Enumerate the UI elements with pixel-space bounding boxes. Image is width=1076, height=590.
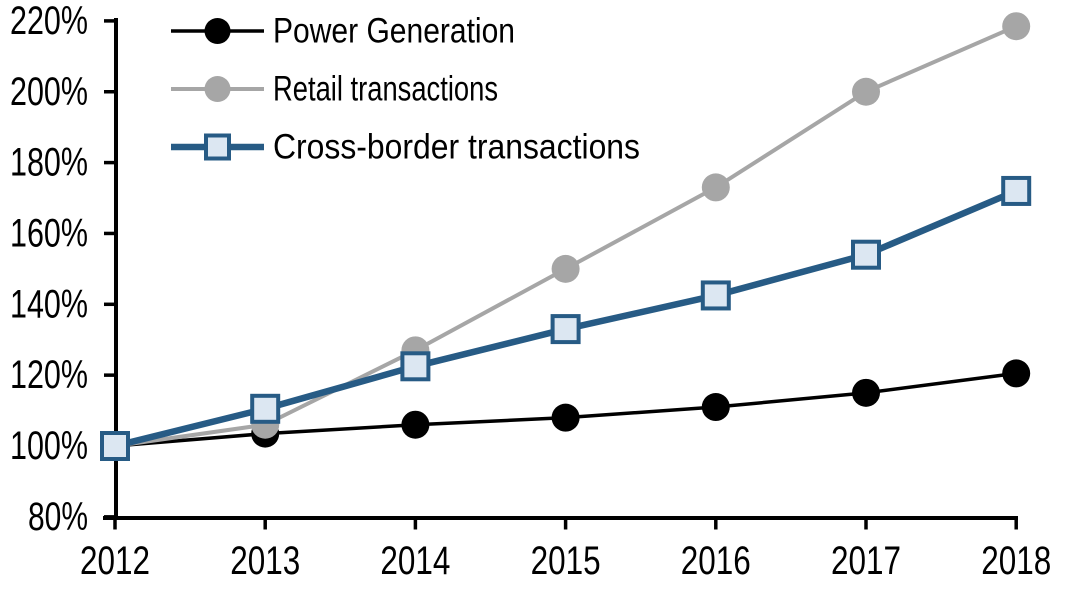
marker-square xyxy=(100,431,130,461)
series xyxy=(100,12,1032,461)
marker-square xyxy=(204,133,231,161)
legend-label-cross-border-transactions: Cross-border transactions xyxy=(273,128,640,167)
x-axis-tick-label: 2016 xyxy=(681,539,751,583)
x-axis-tick-label: 2017 xyxy=(831,539,901,583)
y-axis-tick-label: 180% xyxy=(10,141,88,185)
marker-circle xyxy=(852,378,880,407)
legend-label-power-generation: Power Generation xyxy=(273,12,515,51)
marker-circle xyxy=(551,254,580,283)
marker-square xyxy=(1001,175,1032,206)
marker-circle xyxy=(551,403,580,432)
marker-circle xyxy=(1002,359,1031,388)
x-axis-tick-label: 2018 xyxy=(981,539,1051,583)
x-axis-tick-label: 2012 xyxy=(80,539,150,583)
x-axis-tick-label: 2015 xyxy=(531,539,601,583)
y-axis-tick-label: 100% xyxy=(10,424,88,468)
marker-circle xyxy=(204,18,231,44)
x-axis-tick-label: 2013 xyxy=(230,539,300,583)
marker-circle xyxy=(852,77,880,106)
legend: Power Generation Retail transactions Cro… xyxy=(171,12,640,167)
marker-circle xyxy=(204,76,231,102)
y-axis-tick-label: 200% xyxy=(10,70,88,114)
y-axis-tick-label: 160% xyxy=(10,211,88,255)
y-axis-tick-label: 220% xyxy=(10,0,88,43)
marker-square xyxy=(700,280,731,311)
marker-square xyxy=(550,314,581,345)
y-axis-tick-label: 120% xyxy=(10,353,88,397)
axes: 220% 200% 180% 160% 140% 120% 100% 80%2012 2013 2… xyxy=(10,0,1051,583)
marker-square xyxy=(400,351,431,382)
marker-circle xyxy=(701,173,730,202)
marker-square xyxy=(851,239,881,270)
marker-square xyxy=(250,393,281,424)
legend-label-retail-transactions: Retail transactions xyxy=(273,70,498,109)
y-axis-tick-label: 140% xyxy=(10,282,88,326)
marker-circle xyxy=(1002,12,1031,41)
y-axis-tick-label: 80% xyxy=(28,495,88,539)
marker-circle xyxy=(701,393,730,422)
x-axis-tick-label: 2014 xyxy=(380,539,450,583)
marker-circle xyxy=(401,410,430,439)
